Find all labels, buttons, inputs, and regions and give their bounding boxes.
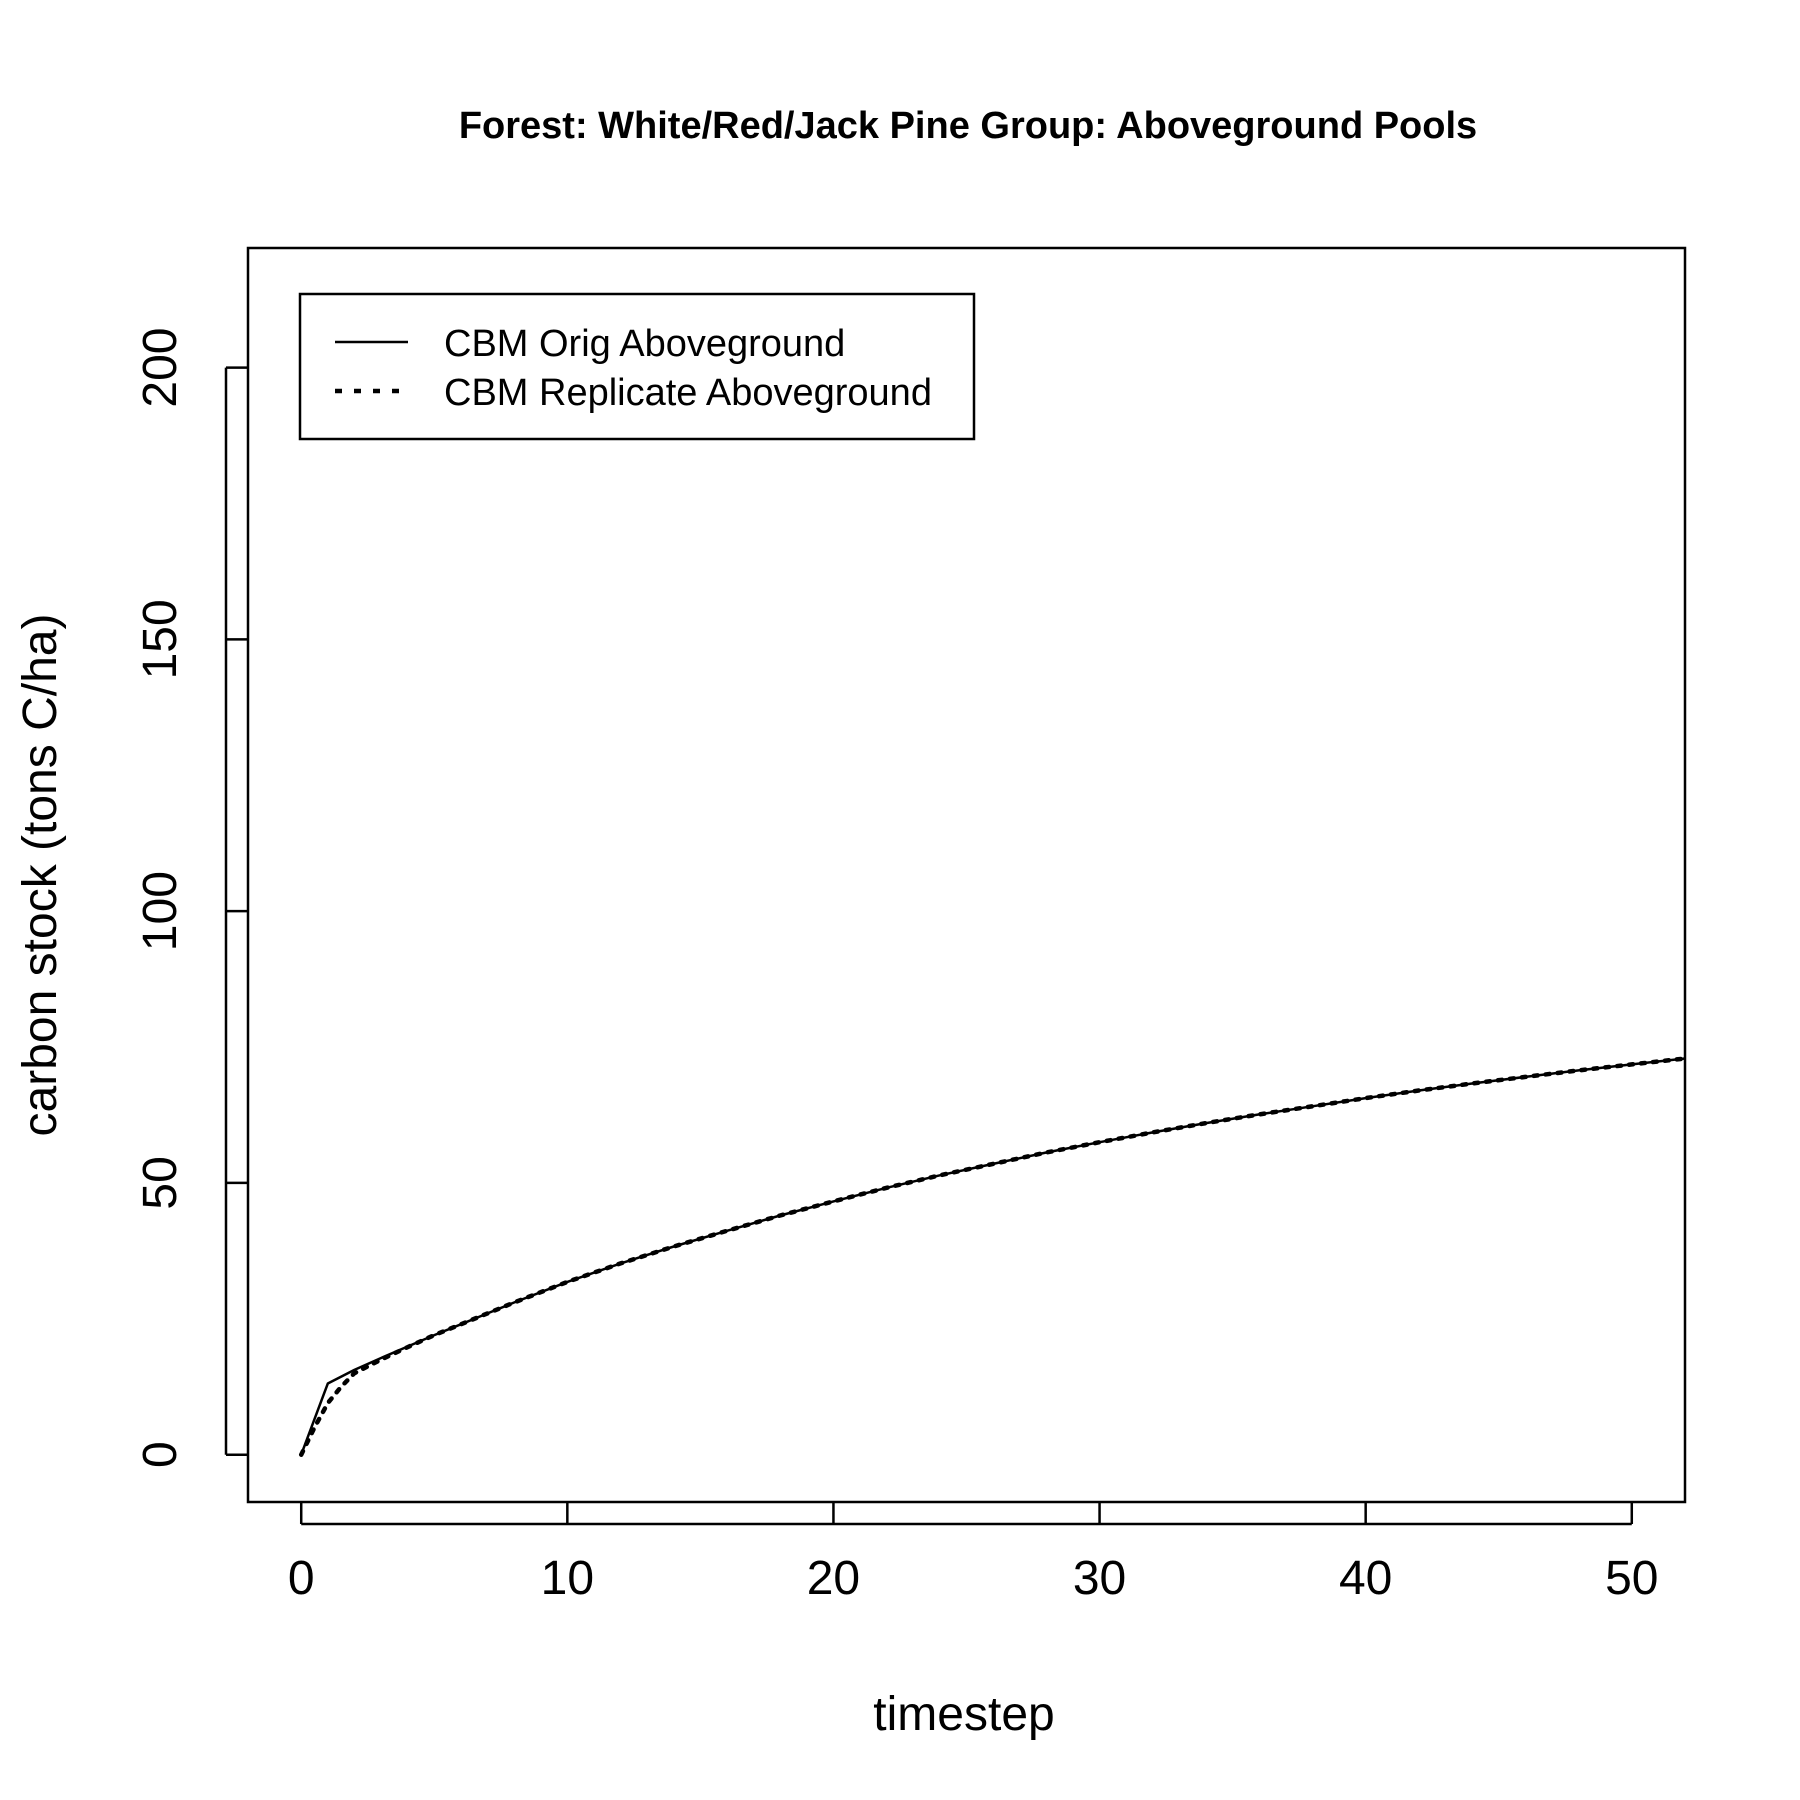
y-tick-label: 50 [134,1156,187,1209]
series-line-orig [300,1057,1686,1456]
x-tick-label: 20 [807,1552,860,1605]
legend-label-orig: CBM Orig Aboveground [444,323,845,365]
x-tick-label: 50 [1605,1552,1658,1605]
y-axis: 0 50 100 150 200 [134,328,248,1468]
x-tick-label: 40 [1339,1552,1392,1605]
y-tick-label: 200 [134,328,187,408]
y-tick-label: 0 [134,1441,187,1468]
y-tick-label: 100 [134,871,187,951]
x-tick-label: 10 [541,1552,594,1605]
x-axis-label: timestep [873,1688,1054,1741]
legend-label-replicate: CBM Replicate Aboveground [444,372,932,414]
plot-layer [298,1056,1688,1457]
y-tick-label: 150 [134,599,187,679]
x-tick-label: 0 [288,1552,315,1605]
series-line-replicate [298,1056,1688,1457]
legend: CBM Orig Aboveground CBM Replicate Above… [298,292,976,441]
plot-frame [246,246,1687,1504]
chart-title: Forest: White/Red/Jack Pine Group: Above… [459,105,1477,147]
x-tick-label: 30 [1073,1552,1126,1605]
legend-box [298,292,976,441]
y-axis-label: carbon stock (tons C/ha) [14,614,67,1137]
x-axis: 0 10 20 30 40 50 [288,1502,1658,1605]
